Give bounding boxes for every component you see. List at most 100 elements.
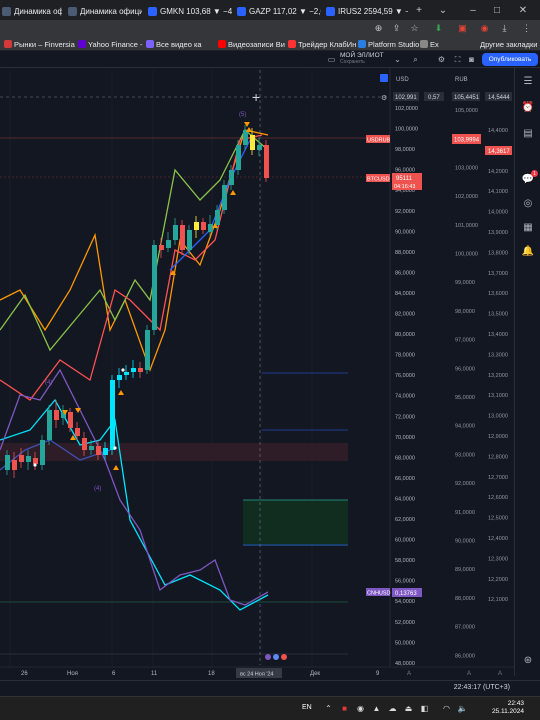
bookmark-label: Ex: [430, 39, 439, 49]
window-close-icon[interactable]: ✕: [518, 4, 528, 16]
browser-tab[interactable]: GMKN 103,68 ▼ −4: [146, 2, 232, 20]
language-indicator[interactable]: EN: [302, 704, 312, 711]
tray-icon[interactable]: ⏏: [404, 704, 413, 713]
publish-button[interactable]: Опубликовать: [482, 53, 538, 66]
help-icon[interactable]: ⊛: [523, 654, 533, 666]
minimize-icon[interactable]: –: [470, 4, 476, 16]
alert-clock-icon[interactable]: ⏰: [521, 101, 535, 113]
elliott-wave-labels: (5) (4) (4): [45, 112, 246, 492]
camera-icon[interactable]: ◙: [469, 55, 474, 64]
extension-download-icon[interactable]: ⬇: [434, 23, 443, 33]
wifi-icon[interactable]: ◠: [443, 704, 450, 713]
settings-icon[interactable]: ⚙: [437, 55, 446, 64]
candle-body: [82, 438, 87, 450]
tray-icon[interactable]: ⌃: [325, 704, 332, 713]
price-label: 100,0000: [395, 127, 418, 133]
axis-letter[interactable]: A: [407, 671, 411, 677]
browser-tab[interactable]: Динамика официал ✕: [66, 2, 142, 20]
speaker-icon[interactable]: 🔈: [457, 704, 468, 713]
price-label: 99,0000: [455, 280, 475, 286]
taskbar-clock[interactable]: 22:43 25.11.2024: [478, 700, 524, 716]
new-tab-icon[interactable]: +: [416, 4, 422, 16]
profile-avatar[interactable]: ◉: [480, 23, 489, 33]
bookmark-item[interactable]: Все видео ка: [146, 38, 212, 50]
ideas-icon[interactable]: ◎: [523, 197, 533, 209]
layout-name[interactable]: МОЙ ЭЛЛИОТ: [340, 52, 384, 59]
browser-tab[interactable]: Динамика официал: [0, 2, 62, 20]
chat-icon[interactable]: 💬: [521, 173, 535, 185]
extension-icon[interactable]: ▣: [458, 23, 467, 33]
readout-box: [452, 92, 480, 101]
bookmark-item[interactable]: Трейдер КлабИн: [288, 38, 358, 50]
tray-icon[interactable]: ◉: [357, 704, 364, 713]
comparison-line: [0, 128, 269, 352]
tray-icon[interactable]: ☁: [388, 704, 397, 713]
resistance-zone: [0, 443, 348, 461]
browser-tab[interactable]: GAZP 117,02 ▼ −2,0: [235, 2, 321, 20]
layout-grid-icon[interactable]: ▭: [327, 55, 336, 64]
scale-header-rub[interactable]: RUB: [455, 77, 468, 83]
utc-clock[interactable]: 22:43:17 (UTC+3): [453, 684, 510, 691]
chevron-down-icon[interactable]: ⌄: [394, 55, 401, 64]
share-icon[interactable]: ⇪: [392, 23, 401, 33]
highlight-zones: [0, 137, 390, 655]
event-icon[interactable]: [273, 654, 279, 660]
price-label: 86,0000: [455, 653, 475, 659]
time-label: 18: [208, 671, 215, 677]
candle-body: [117, 375, 122, 380]
bookmark-favicon: [218, 40, 226, 48]
bookmark-item[interactable]: Yahoo Finance - St: [78, 38, 144, 50]
axis-letter[interactable]: A: [498, 671, 502, 677]
bookmark-item[interactable]: Видеозаписи Ви: [218, 38, 288, 50]
event-icon[interactable]: [281, 654, 287, 660]
tray-icon[interactable]: ◧: [420, 704, 429, 713]
zoom-icon[interactable]: ⊕: [374, 23, 383, 33]
price-scale-area[interactable]: USD RUB 102,0000100,000098,000096,000094…: [366, 68, 514, 677]
price-label: 12,2000: [488, 577, 508, 583]
candle-body: [257, 145, 262, 150]
scale-header-usd[interactable]: USD: [396, 77, 409, 83]
watchlist-icon[interactable]: ☰: [523, 75, 533, 87]
price-label: 88,0000: [455, 596, 475, 602]
notifications-icon[interactable]: 🔔: [521, 245, 535, 257]
tab-search-icon[interactable]: ⌄: [438, 4, 448, 16]
price-label: 92,0000: [455, 481, 475, 487]
bookmark-star-icon[interactable]: ☆: [410, 23, 419, 33]
time-label: Ноя: [67, 671, 78, 677]
readout-value: 105,4451: [454, 95, 480, 101]
price-label: 12,9000: [488, 434, 508, 440]
data-window-icon[interactable]: ▤: [523, 127, 533, 139]
maximize-icon[interactable]: □: [493, 4, 501, 16]
settings-gear-icon[interactable]: ⚙: [381, 94, 387, 102]
bookmark-label: Рынки – Finversia: [14, 39, 75, 49]
bookmark-item[interactable]: Ex: [420, 38, 444, 50]
calendar-icon[interactable]: ▦: [523, 221, 533, 233]
bookmark-favicon: [358, 40, 366, 48]
candle-body: [75, 428, 80, 436]
price-label: 94,0000: [395, 188, 415, 194]
tray-icon[interactable]: ■: [342, 704, 347, 713]
bookmark-item[interactable]: Platform Studio: [358, 38, 420, 50]
search-icon[interactable]: ⌕: [413, 54, 418, 64]
third-scale-tag: [485, 146, 512, 155]
bookmark-item[interactable]: Рынки – Finversia: [4, 38, 78, 50]
price-chart[interactable]: + (5) (4) (4) USD RUB 102,0000100,000098…: [0, 68, 514, 680]
menu-dots-icon[interactable]: ⋮: [522, 23, 531, 33]
tray-icon[interactable]: ▲: [372, 704, 381, 713]
other-bookmarks-folder[interactable]: Другие закладки: [480, 38, 538, 50]
fullscreen-icon[interactable]: ⛶: [454, 54, 461, 64]
chart-markers: [33, 122, 252, 470]
axis-letter[interactable]: A: [467, 671, 471, 677]
tab-title: GAZP 117,02 ▼ −2,0: [249, 6, 321, 16]
price-label: 96,0000: [455, 366, 475, 372]
price-label: 12,3000: [488, 556, 508, 562]
price-label: 72,0000: [395, 414, 415, 420]
bookmark-label: Yahoo Finance - St: [88, 39, 144, 49]
price-label: 102,0000: [455, 194, 478, 200]
time-axis[interactable]: 26 Ноя 6 11 18 вс 24 Ноя '24 Дек 9: [0, 654, 514, 680]
scale-toggle[interactable]: [380, 74, 388, 82]
event-icon[interactable]: [265, 654, 271, 660]
price-label: 13,9000: [488, 230, 508, 236]
download-icon[interactable]: ⤓: [502, 23, 507, 33]
browser-tab[interactable]: IRUS2 2594,59 ▼ −1: [324, 2, 408, 20]
